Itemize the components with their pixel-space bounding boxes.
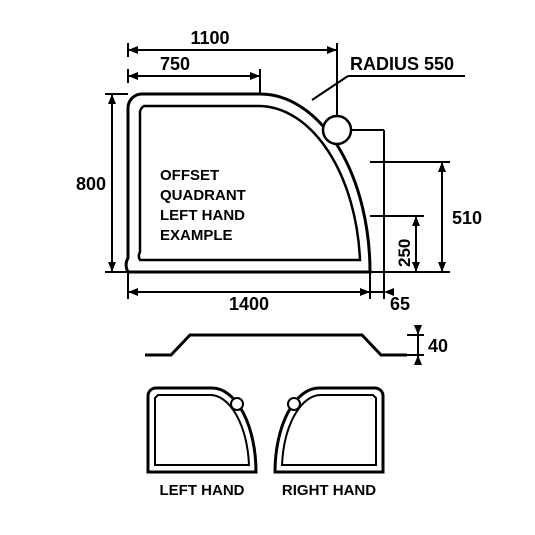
- dim-bottom-1400: 1400: [128, 272, 370, 314]
- dim-label-800: 800: [76, 174, 106, 194]
- plan-label-1: OFFSET: [160, 167, 219, 184]
- dim-label-radius: RADIUS 550: [350, 54, 454, 74]
- profile-view: 40: [145, 325, 448, 365]
- dim-label-65: 65: [390, 294, 410, 314]
- plan-label-3: LEFT HAND: [160, 207, 245, 224]
- dim-label-40: 40: [428, 336, 448, 356]
- dim-label-750: 750: [160, 54, 190, 74]
- left-hand-thumb: LEFT HAND: [148, 388, 256, 499]
- left-hand-label: LEFT HAND: [160, 482, 245, 499]
- technical-diagram: OFFSET QUADRANT LEFT HAND EXAMPLE 1100 7…: [0, 0, 535, 535]
- dim-label-1400: 1400: [229, 294, 269, 314]
- dim-right-250: 250: [395, 216, 420, 272]
- plan-label-2: QUADRANT: [160, 187, 246, 204]
- right-hand-thumb: RIGHT HAND: [275, 388, 383, 499]
- dim-label-510: 510: [452, 208, 482, 228]
- drain-circle: [323, 116, 351, 144]
- dim-label-250: 250: [395, 239, 414, 267]
- dim-top-750: 750: [128, 54, 260, 94]
- dim-left-800: 800: [76, 94, 128, 272]
- dim-right-510: 510: [438, 162, 482, 272]
- right-hand-label: RIGHT HAND: [282, 482, 376, 499]
- plan-label-4: EXAMPLE: [160, 227, 233, 244]
- dim-radius: RADIUS 550: [312, 54, 465, 100]
- dim-label-1100: 1100: [190, 28, 229, 48]
